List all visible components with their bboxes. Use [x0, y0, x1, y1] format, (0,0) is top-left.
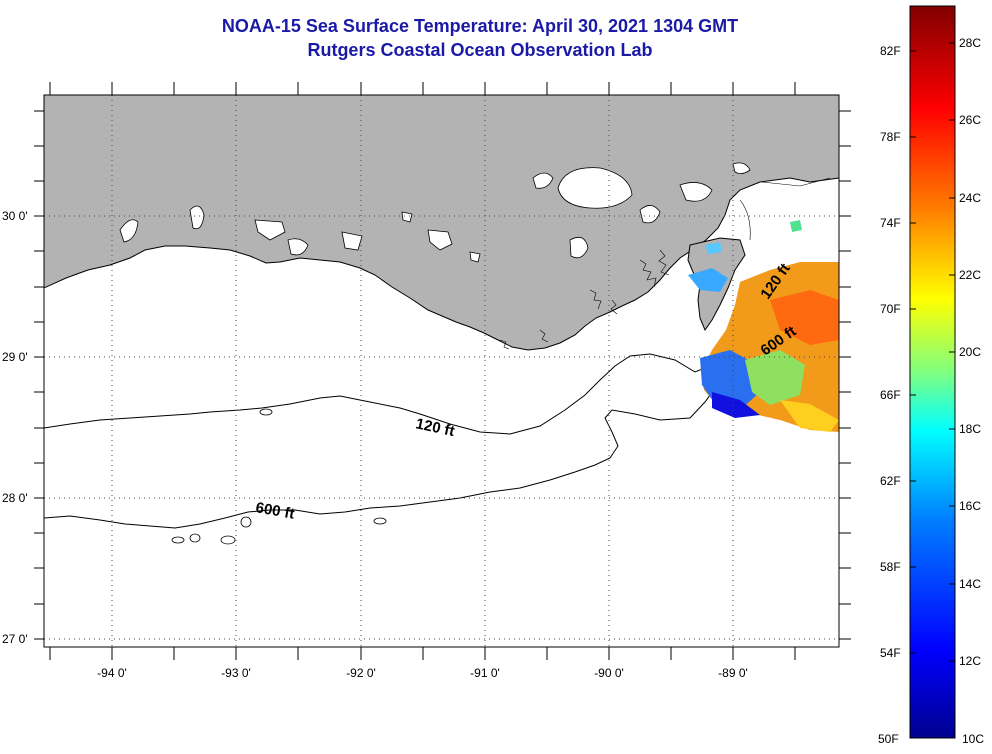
chart-subtitle: Rutgers Coastal Ocean Observation Lab: [307, 40, 653, 60]
cb-c-26: 26C: [959, 113, 981, 127]
cb-c-14: 14C: [959, 577, 981, 591]
lat-label-27: 27 0': [2, 632, 28, 646]
cb-c-22: 22C: [959, 268, 981, 282]
cb-c-18: 18C: [959, 422, 981, 436]
cb-c-20: 20C: [959, 345, 981, 359]
cb-c-16: 16C: [959, 499, 981, 513]
cb-f-82: 82F: [880, 44, 901, 58]
lon-label-90: -90 0': [594, 666, 624, 680]
colorbar-ticks: [910, 42, 955, 662]
lon-label-93: -93 0': [221, 666, 251, 680]
marsh-coastline-detail: [499, 177, 831, 350]
cb-f-66: 66F: [880, 388, 901, 402]
cb-f-54: 54F: [880, 646, 901, 660]
inland-lakes: [119, 162, 751, 263]
cb-f-78: 78F: [880, 130, 901, 144]
left-axis-ticks: [34, 110, 44, 640]
map-frame: [43, 94, 840, 648]
graticule: [44, 95, 839, 647]
lat-label-30: 30 0': [2, 209, 28, 223]
bottom-axis-ticks: [49, 647, 796, 660]
contour-islands: [171, 408, 387, 545]
top-axis-ticks: [49, 82, 796, 95]
cb-f-62: 62F: [880, 474, 901, 488]
cb-c-12: 12C: [959, 654, 981, 668]
cb-f-74: 74F: [880, 216, 901, 230]
cb-f-58: 58F: [880, 560, 901, 574]
lon-labels: -94 0' -93 0' -92 0' -91 0' -90 0' -89 0…: [97, 666, 748, 680]
sst-data-patch: [688, 220, 839, 432]
cb-f-50: 50F: [878, 732, 899, 746]
lat-label-29: 29 0': [2, 350, 28, 364]
cb-f-70: 70F: [880, 302, 901, 316]
colorbar-fahrenheit-labels: 82F 78F 74F 70F 66F 62F 58F 54F 50F: [878, 44, 901, 746]
lon-label-92: -92 0': [346, 666, 376, 680]
map-content: 120 ft 600 ft 120 ft 600 ft: [44, 95, 839, 647]
lat-labels: 30 0' 29 0' 28 0' 27 0': [2, 209, 28, 646]
land-mass: [44, 95, 839, 351]
colorbar-celsius-labels: 28C 26C 24C 22C 20C 18C 16C 14C 12C 10C: [959, 36, 984, 746]
lon-label-94: -94 0': [97, 666, 127, 680]
colorbar: [909, 5, 956, 739]
cb-c-10: 10C: [962, 732, 984, 746]
contour-label-600-west: 600 ft: [254, 499, 296, 523]
lat-label-28: 28 0': [2, 491, 28, 505]
lon-label-91: -91 0': [470, 666, 500, 680]
chart-title: NOAA-15 Sea Surface Temperature: April 3…: [221, 16, 739, 36]
cb-c-24: 24C: [959, 191, 981, 205]
right-axis-ticks: [839, 110, 851, 640]
lon-label-89: -89 0': [718, 666, 748, 680]
cb-c-28: 28C: [959, 36, 981, 50]
contour-600ft: [44, 321, 839, 529]
